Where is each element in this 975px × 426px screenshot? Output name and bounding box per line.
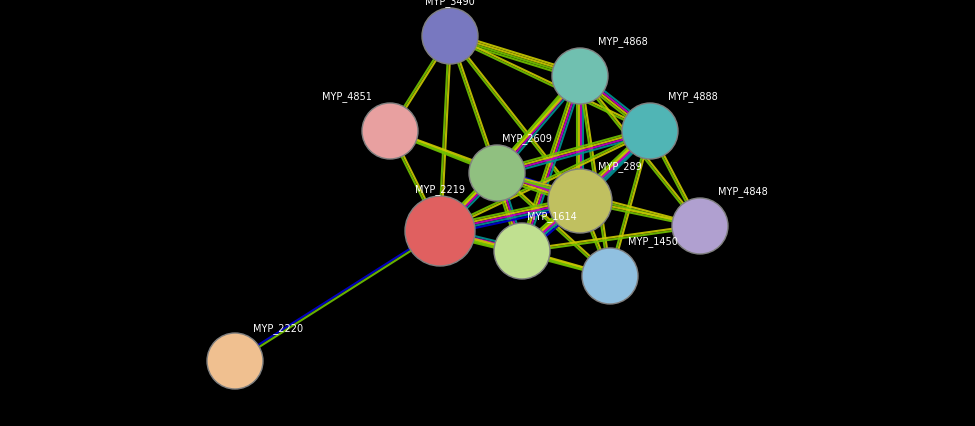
Text: MYP_1614: MYP_1614 — [527, 210, 577, 222]
Circle shape — [552, 49, 608, 105]
Circle shape — [548, 170, 612, 233]
Circle shape — [405, 196, 475, 266]
Text: MYP_2609: MYP_2609 — [502, 133, 552, 144]
Text: MYP_4868: MYP_4868 — [598, 36, 647, 47]
Circle shape — [422, 9, 478, 65]
Text: MYP_4848: MYP_4848 — [718, 186, 767, 196]
Text: MYP_1450: MYP_1450 — [628, 236, 678, 246]
Circle shape — [582, 248, 638, 304]
Circle shape — [494, 224, 550, 279]
Circle shape — [207, 333, 263, 389]
Text: MYP_289: MYP_289 — [598, 161, 642, 172]
Text: MYP_4851: MYP_4851 — [322, 91, 372, 102]
Circle shape — [362, 104, 418, 160]
Circle shape — [469, 146, 525, 201]
Text: MYP_2219: MYP_2219 — [415, 184, 465, 195]
Text: MYP_4888: MYP_4888 — [668, 91, 718, 102]
Text: MYP_2220: MYP_2220 — [253, 322, 303, 333]
Text: MYP_3490: MYP_3490 — [425, 0, 475, 7]
Circle shape — [672, 199, 728, 254]
Circle shape — [622, 104, 678, 160]
